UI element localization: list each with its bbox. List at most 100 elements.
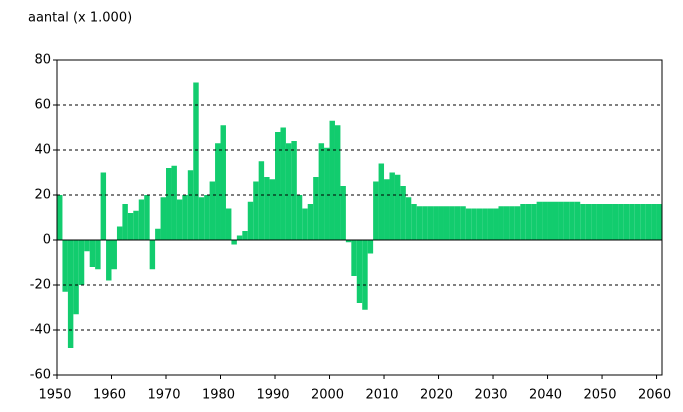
y-tick-label: -40 [30,323,51,338]
bar [476,208,483,240]
bar [198,197,205,240]
bar [629,204,635,240]
bar [122,204,128,240]
bar [209,181,216,240]
bar [520,204,526,240]
bar [612,204,619,240]
bar [552,201,559,240]
bar [247,201,254,240]
bar [509,206,515,240]
bar [438,206,444,240]
bar [67,240,74,348]
bar [471,208,477,240]
bar [149,240,156,270]
bar [242,231,248,240]
bar [443,206,450,240]
bar [623,204,630,240]
bar [116,226,123,240]
x-tick-label: 2040 [529,388,562,403]
bar [422,206,428,240]
bar [585,204,592,240]
bar [487,208,494,240]
bar [264,177,270,240]
bar [187,170,194,240]
bar [569,201,575,240]
bar [547,201,553,240]
bar [127,213,134,240]
bar [351,240,357,276]
bar [253,181,259,240]
y-tick-label: 20 [34,188,51,203]
bar [95,240,101,270]
bar [84,240,90,252]
bar [340,186,346,240]
bar [378,163,385,240]
x-tick-label: 2060 [638,388,671,403]
bar [171,165,177,240]
bar [362,240,368,310]
y-tick-label: 40 [34,143,51,158]
bar [531,204,537,240]
x-tick-label: 2000 [311,388,344,403]
bar [73,240,79,315]
x-tick-label: 2010 [365,388,398,403]
bar [307,204,314,240]
bar [433,206,439,240]
bar [596,204,603,240]
bar [449,206,455,240]
y-tick-label: -60 [30,368,51,383]
bar [155,228,161,240]
bar [324,147,330,240]
x-tick-label: 1980 [202,388,235,403]
bar [602,204,608,240]
bar [607,204,613,240]
bar [405,197,412,240]
bar [493,208,499,240]
bar [231,240,237,245]
bar [62,240,68,292]
bar [563,201,570,240]
bar [514,206,521,240]
bar [280,127,286,240]
bar [89,240,96,267]
bar [313,177,319,240]
y-tick-label: 60 [34,98,51,113]
x-tick-label: 2030 [474,388,507,403]
bar [580,204,586,240]
bar [373,181,379,240]
bar [416,206,423,240]
bar [634,204,641,240]
bar [160,197,167,240]
bar [651,204,657,240]
bar [269,179,276,240]
bar [225,208,232,240]
bar [138,199,145,240]
bar [656,204,662,240]
bar [275,132,281,240]
bar [204,195,210,240]
bar [536,201,543,240]
bar [558,201,564,240]
bar [258,161,265,240]
bar [220,125,226,240]
bar [296,195,303,240]
bar [640,204,646,240]
x-tick-label: 1970 [147,388,180,403]
chart-title: aantal (x 1.000) [28,11,132,26]
x-tick-label: 2050 [583,388,616,403]
x-tick-label: 1960 [93,388,126,403]
x-tick-label: 2020 [420,388,453,403]
bar [215,143,221,240]
bar [411,204,417,240]
bar [618,204,624,240]
bar [78,240,85,285]
bar [482,208,488,240]
bar [384,179,390,240]
bar [318,143,325,240]
y-tick-label: 0 [43,233,51,248]
bar [574,201,581,240]
bar [389,172,395,240]
bar [394,174,401,240]
bar [193,82,199,240]
